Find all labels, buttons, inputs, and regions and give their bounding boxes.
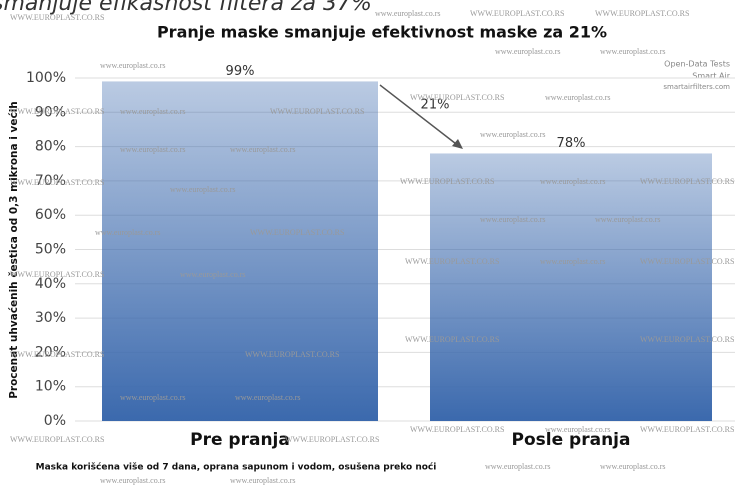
watermark: www.europlast.co.rs bbox=[100, 476, 165, 485]
watermark: www.europlast.co.rs bbox=[480, 215, 545, 224]
watermark: www.europlast.co.rs bbox=[540, 257, 605, 266]
watermark: WWW.EUROPLAST.CO.RS bbox=[640, 177, 734, 186]
watermark: www.europlast.co.rs bbox=[120, 107, 185, 116]
x-tick-label: Pre pranja bbox=[190, 430, 290, 450]
watermark: www.europlast.co.rs bbox=[230, 145, 295, 154]
watermark: www.europlast.co.rs bbox=[480, 130, 545, 139]
watermark: www.europlast.co.rs bbox=[540, 177, 605, 186]
watermark: www.europlast.co.rs bbox=[235, 393, 300, 402]
watermark: WWW.EUROPLAST.CO.RS bbox=[10, 107, 104, 116]
y-tick-label: 50% bbox=[35, 242, 66, 258]
bar bbox=[430, 153, 712, 421]
y-tick-label: 80% bbox=[35, 139, 66, 155]
watermark: WWW.EUROPLAST.CO.RS bbox=[640, 425, 734, 434]
chart-title: Pranje maske smanjuje efektivnost maske … bbox=[157, 23, 607, 42]
y-tick-label: 10% bbox=[35, 379, 66, 395]
source: Open-Data Tests bbox=[664, 60, 730, 69]
y-tick-label: 0% bbox=[44, 413, 66, 429]
y-tick-label: 100% bbox=[26, 70, 66, 86]
watermark: WWW.EUROPLAST.CO.RS bbox=[405, 335, 499, 344]
footnote: Maska korišćena više od 7 dana, oprana s… bbox=[36, 462, 437, 473]
chart: smanjuje efikasnost filtera za 37% Pranj… bbox=[0, 0, 736, 490]
watermark: WWW.EUROPLAST.CO.RS bbox=[270, 107, 364, 116]
watermark: www.europlast.co.rs bbox=[230, 476, 295, 485]
source: Smart Air bbox=[692, 72, 730, 81]
watermark: WWW.EUROPLAST.CO.RS bbox=[10, 13, 104, 22]
source: smartairfilters.com bbox=[663, 83, 730, 91]
watermark: WWW.EUROPLAST.CO.RS bbox=[245, 350, 339, 359]
watermark: WWW.EUROPLAST.CO.RS bbox=[10, 178, 104, 187]
watermark: www.europlast.co.rs bbox=[495, 47, 560, 56]
y-tick-label: 60% bbox=[35, 207, 66, 223]
watermark: WWW.EUROPLAST.CO.RS bbox=[595, 9, 689, 18]
watermark: WWW.EUROPLAST.CO.RS bbox=[250, 228, 344, 237]
watermark: www.europlast.co.rs bbox=[595, 215, 660, 224]
watermark: www.europlast.co.rs bbox=[485, 462, 550, 471]
watermark: www.europlast.co.rs bbox=[375, 9, 440, 18]
y-tick-label: 30% bbox=[35, 310, 66, 326]
bar bbox=[102, 81, 378, 421]
watermark: www.europlast.co.rs bbox=[120, 145, 185, 154]
watermark: www.europlast.co.rs bbox=[95, 228, 160, 237]
value-label: 78% bbox=[557, 136, 586, 151]
watermark: www.europlast.co.rs bbox=[170, 185, 235, 194]
watermark: www.europlast.co.rs bbox=[545, 93, 610, 102]
watermark: www.europlast.co.rs bbox=[600, 462, 665, 471]
value-label: 99% bbox=[226, 64, 255, 79]
watermark: WWW.EUROPLAST.CO.RS bbox=[640, 335, 734, 344]
watermark: WWW.EUROPLAST.CO.RS bbox=[400, 177, 494, 186]
watermark: WWW.EUROPLAST.CO.RS bbox=[410, 93, 504, 102]
watermark: WWW.EUROPLAST.CO.RS bbox=[10, 435, 104, 444]
watermark: WWW.EUROPLAST.CO.RS bbox=[10, 270, 104, 279]
watermark: WWW.EUROPLAST.CO.RS bbox=[410, 425, 504, 434]
watermark: WWW.EUROPLAST.CO.RS bbox=[10, 350, 104, 359]
watermark: WWW.EUROPLAST.CO.RS bbox=[640, 257, 734, 266]
watermark: www.europlast.co.rs bbox=[180, 270, 245, 279]
watermark: www.europlast.co.rs bbox=[600, 47, 665, 56]
watermark: www.europlast.co.rs bbox=[120, 393, 185, 402]
watermark: WWW.EUROPLAST.CO.RS bbox=[285, 435, 379, 444]
watermark: www.europlast.co.rs bbox=[545, 425, 610, 434]
watermark: WWW.EUROPLAST.CO.RS bbox=[405, 257, 499, 266]
watermark: WWW.EUROPLAST.CO.RS bbox=[470, 9, 564, 18]
watermark: www.europlast.co.rs bbox=[100, 61, 165, 70]
arrow-head bbox=[452, 139, 463, 149]
